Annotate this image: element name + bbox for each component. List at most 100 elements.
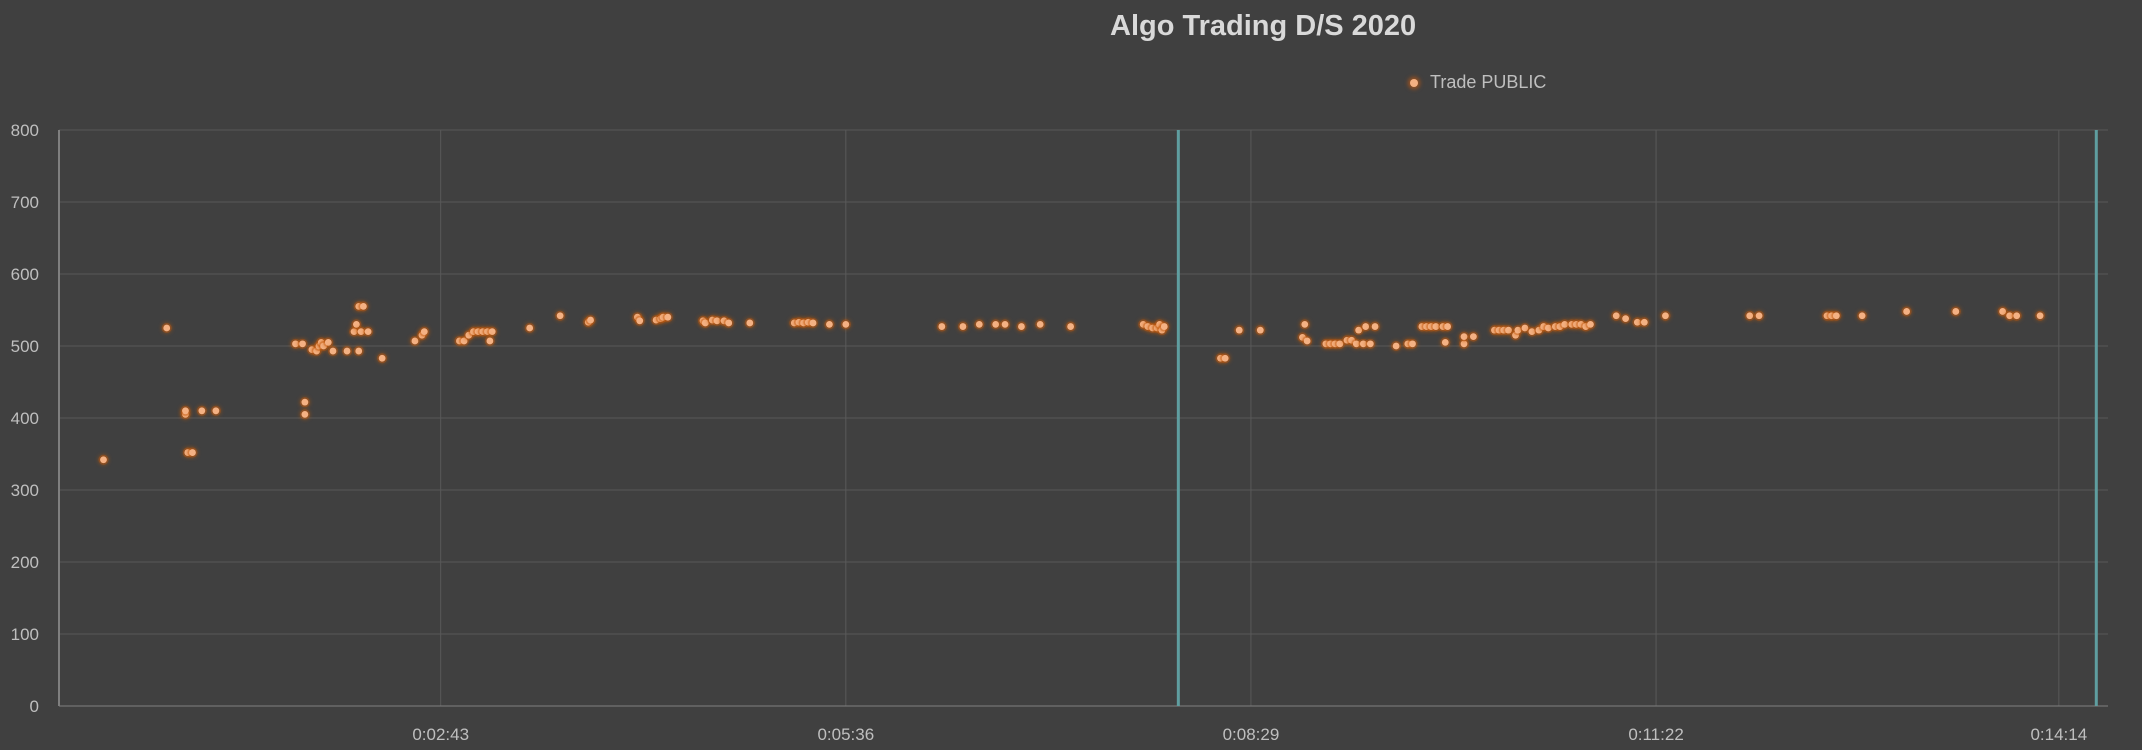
data-point bbox=[292, 340, 299, 348]
legend-marker-icon bbox=[1410, 78, 1418, 87]
data-point bbox=[1336, 340, 1344, 348]
data-point bbox=[1633, 318, 1641, 326]
data-point bbox=[355, 347, 363, 355]
y-tick-label: 400 bbox=[11, 409, 39, 428]
y-tick-label: 0 bbox=[30, 697, 39, 716]
data-point bbox=[182, 407, 189, 415]
data-point bbox=[189, 449, 196, 456]
data-point bbox=[411, 337, 419, 345]
data-point bbox=[1036, 321, 1044, 328]
x-tick-label: 0:02:43 bbox=[412, 725, 469, 744]
data-point bbox=[1160, 323, 1168, 330]
data-point bbox=[1392, 342, 1400, 350]
data-point bbox=[1235, 326, 1243, 334]
data-point bbox=[1746, 312, 1754, 320]
data-point bbox=[1067, 323, 1075, 330]
data-point bbox=[1301, 321, 1309, 328]
data-point bbox=[163, 324, 171, 332]
data-point bbox=[725, 319, 733, 327]
data-point bbox=[959, 323, 967, 330]
data-point bbox=[1432, 323, 1440, 330]
data-point bbox=[992, 321, 1000, 328]
data-point bbox=[975, 321, 983, 328]
data-point bbox=[360, 303, 367, 310]
y-tick-label: 500 bbox=[11, 337, 39, 356]
data-point bbox=[2006, 312, 2014, 320]
data-point bbox=[1359, 340, 1367, 348]
axis-layer: 0 100 200 300 400 500 600 700 800 0:02:43 0:05:36 0… bbox=[11, 121, 2108, 744]
data-point bbox=[526, 324, 534, 332]
data-point bbox=[1521, 324, 1529, 332]
data-point bbox=[1460, 333, 1468, 341]
points-layer bbox=[98, 301, 2046, 465]
y-tick-label: 700 bbox=[11, 193, 39, 212]
data-point bbox=[1544, 324, 1552, 332]
data-point bbox=[809, 319, 817, 327]
data-point bbox=[1001, 321, 1009, 328]
data-point bbox=[2013, 312, 2021, 320]
data-point bbox=[329, 347, 337, 355]
data-point bbox=[2036, 312, 2044, 320]
data-point bbox=[1640, 318, 1648, 326]
data-point bbox=[1587, 321, 1594, 328]
data-point bbox=[350, 328, 358, 335]
data-point bbox=[1514, 326, 1522, 334]
data-point bbox=[842, 321, 850, 328]
data-point bbox=[352, 321, 360, 328]
y-tick-label: 600 bbox=[11, 265, 39, 284]
data-point bbox=[378, 354, 386, 362]
vertical-lines-layer bbox=[1176, 130, 2098, 706]
data-point bbox=[301, 411, 309, 418]
data-point bbox=[301, 398, 309, 406]
y-tick-label: 100 bbox=[11, 625, 39, 644]
data-point bbox=[1999, 308, 2007, 315]
data-point bbox=[1221, 354, 1229, 362]
legend: Trade PUBLIC bbox=[1410, 72, 1546, 93]
data-point bbox=[1612, 312, 1620, 320]
data-point bbox=[460, 337, 468, 345]
data-point bbox=[746, 319, 754, 327]
grid-layer bbox=[59, 129, 2108, 707]
y-tick-label: 800 bbox=[11, 121, 39, 140]
data-point bbox=[664, 313, 672, 321]
data-point bbox=[1469, 333, 1477, 341]
x-tick-label: 0:11:22 bbox=[1628, 725, 1683, 744]
y-tick-label: 200 bbox=[11, 553, 39, 572]
data-point bbox=[1622, 315, 1630, 323]
x-tick-label: 0:08:29 bbox=[1223, 725, 1280, 744]
data-point bbox=[1952, 308, 1960, 315]
data-point bbox=[701, 319, 709, 327]
data-point bbox=[1409, 340, 1416, 348]
chart-title: Algo Trading D/S 2020 bbox=[1110, 10, 1417, 42]
data-point bbox=[1561, 321, 1569, 328]
data-point bbox=[1755, 312, 1763, 320]
data-point bbox=[357, 328, 365, 335]
data-point bbox=[343, 347, 351, 355]
data-point bbox=[1528, 328, 1536, 335]
data-point bbox=[1858, 312, 1866, 320]
data-point bbox=[1018, 323, 1025, 330]
data-point bbox=[1362, 323, 1370, 330]
data-point bbox=[1366, 340, 1374, 348]
data-point bbox=[1352, 340, 1360, 348]
data-point bbox=[212, 407, 220, 415]
data-point bbox=[1441, 339, 1449, 346]
data-point bbox=[1832, 312, 1840, 320]
x-tick-label: 0:05:36 bbox=[817, 725, 874, 744]
data-point bbox=[636, 317, 644, 325]
data-point bbox=[198, 407, 206, 415]
data-point bbox=[826, 321, 833, 328]
y-tick-label: 300 bbox=[11, 481, 39, 500]
data-point bbox=[587, 316, 594, 324]
data-point bbox=[1303, 337, 1311, 345]
data-point bbox=[486, 337, 494, 345]
data-point bbox=[420, 328, 428, 335]
data-point bbox=[324, 339, 332, 346]
data-point bbox=[1662, 312, 1669, 320]
data-point bbox=[1505, 326, 1512, 334]
data-point bbox=[1355, 326, 1363, 334]
data-point bbox=[1444, 323, 1452, 330]
data-point bbox=[364, 328, 372, 335]
